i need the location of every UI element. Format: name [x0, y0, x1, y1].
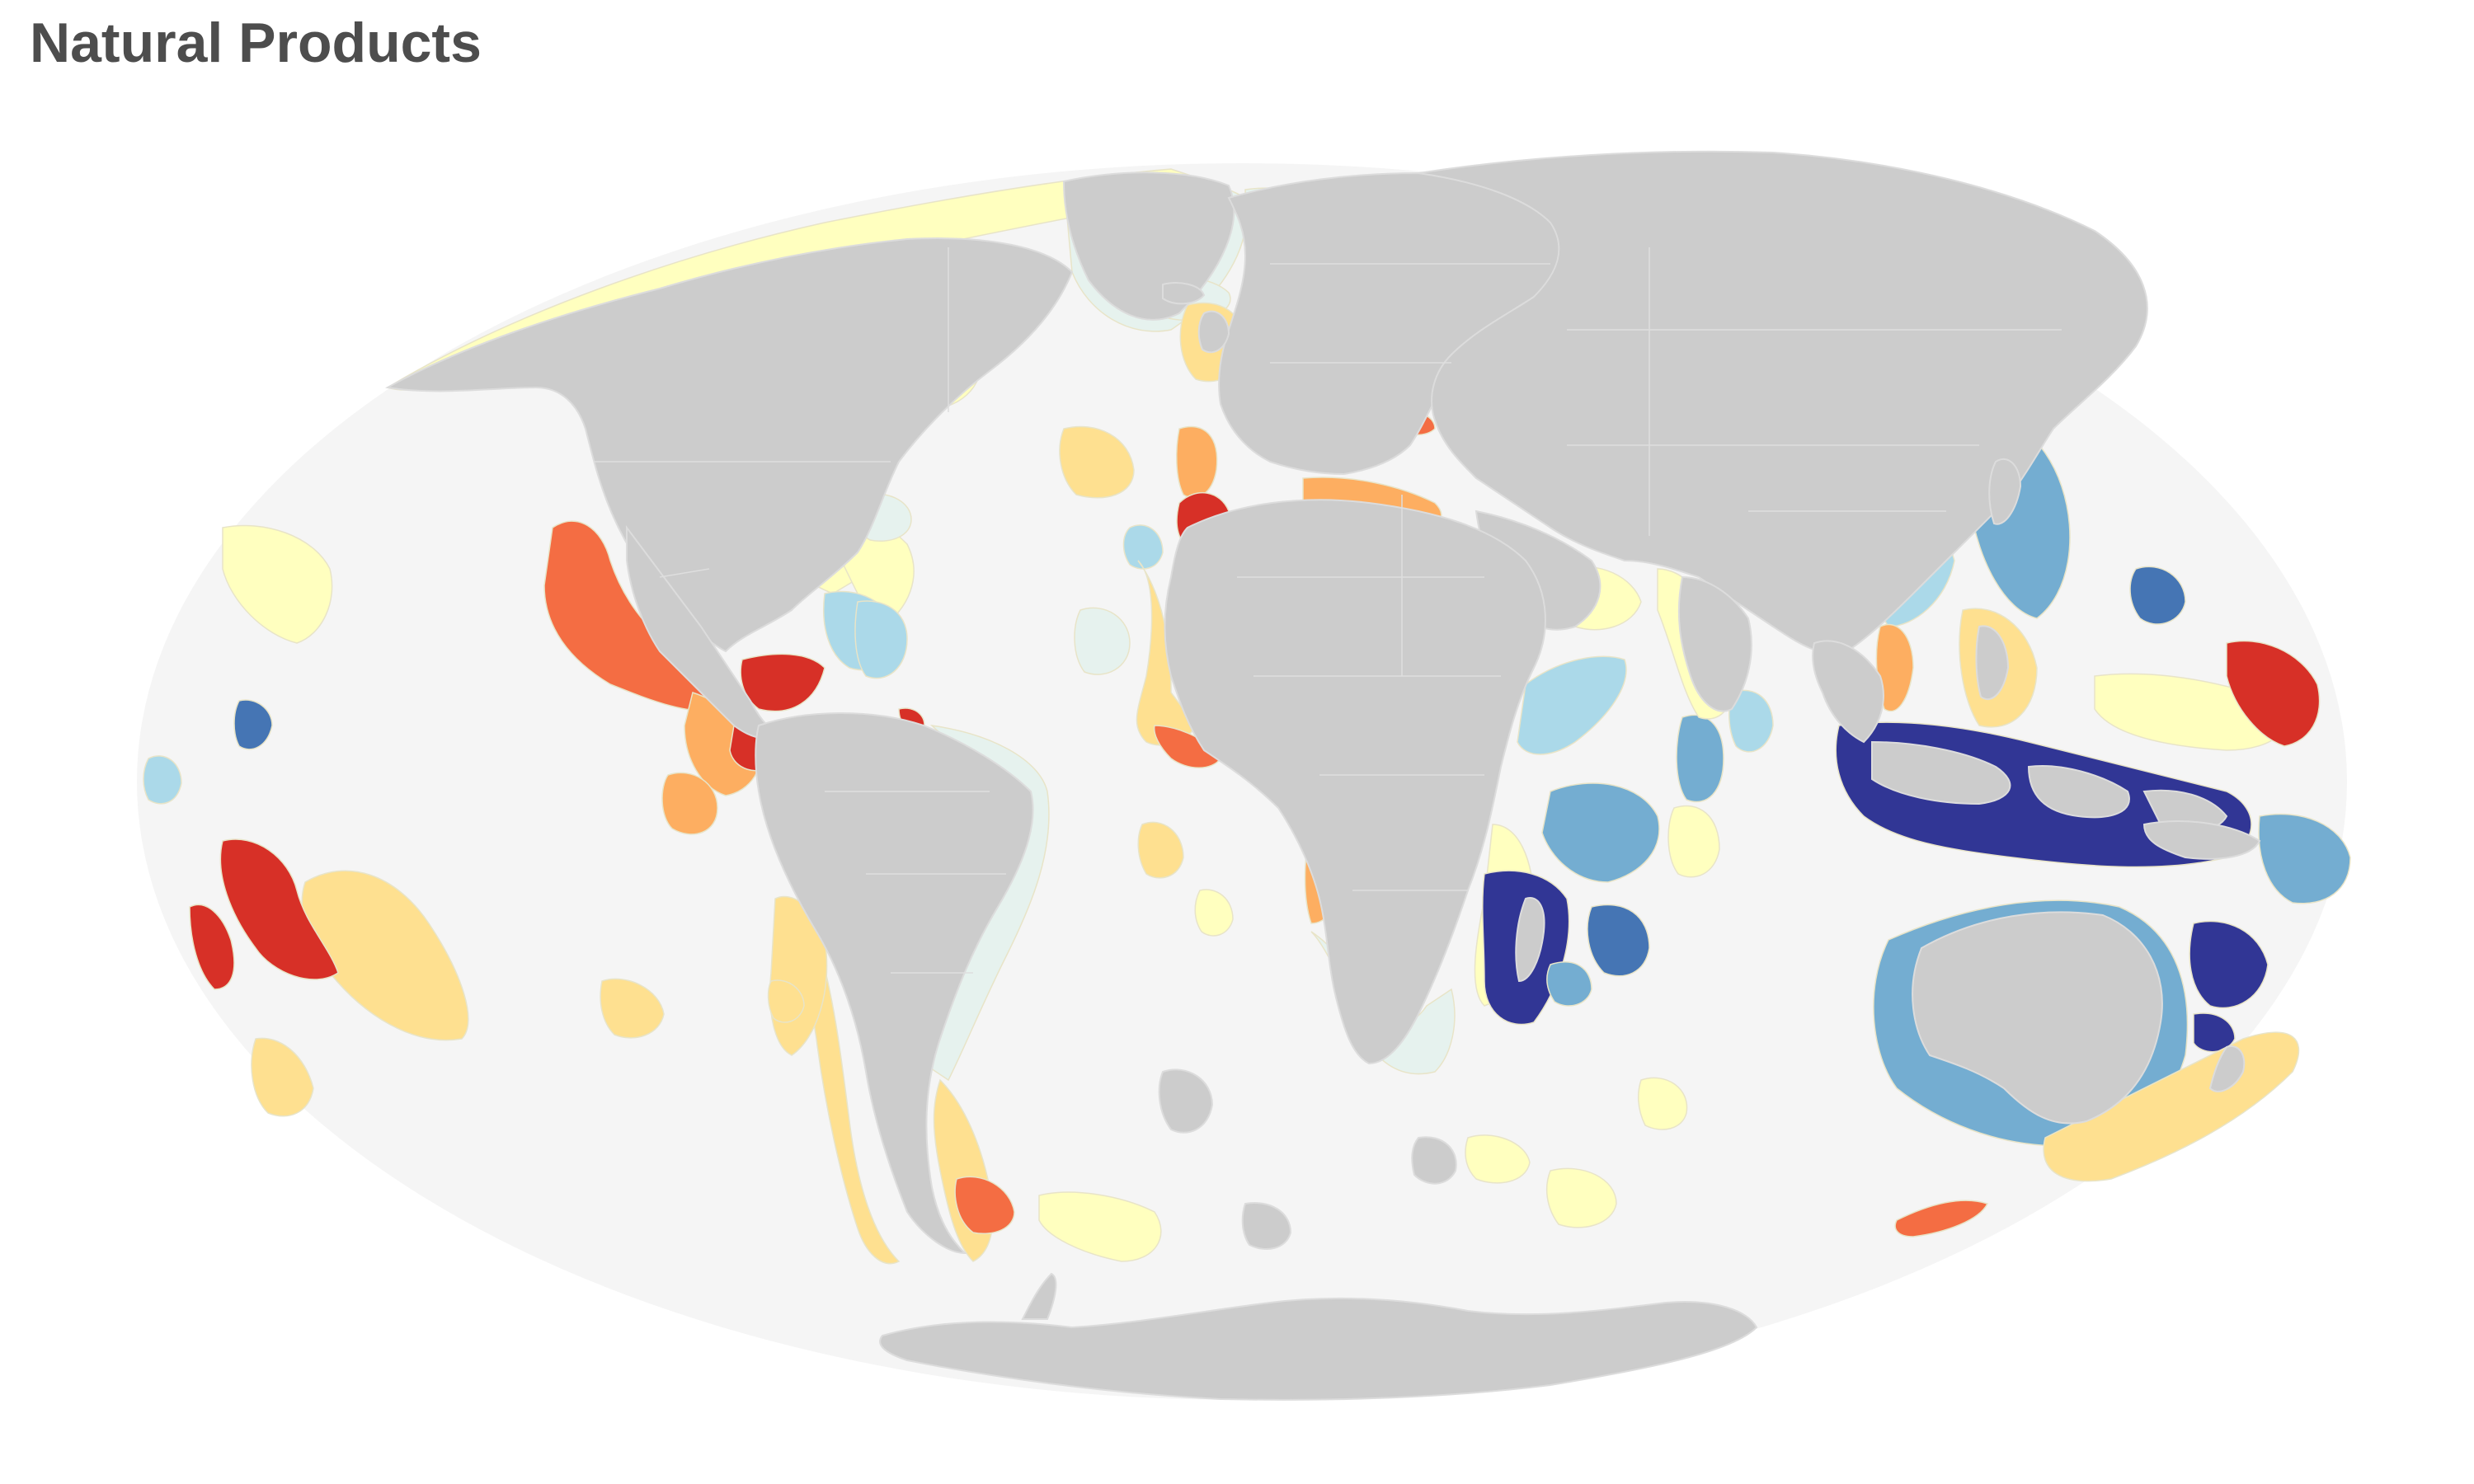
eez-easter	[767, 979, 805, 1023]
land-madagascar	[1515, 897, 1545, 983]
eez-ascension	[1194, 889, 1234, 937]
eez-somalia	[1517, 655, 1627, 755]
eez-lesser-antilles	[854, 600, 908, 679]
eez-pitcairn	[600, 978, 665, 1039]
eez-vanuatu	[2193, 1012, 2236, 1053]
land-uk	[1197, 310, 1230, 354]
land-south-sandwich	[1241, 1202, 1292, 1250]
land-north-america	[385, 237, 1074, 653]
eez-azores	[1059, 425, 1135, 499]
eez-chile	[809, 938, 901, 1265]
eez-mauritius	[1587, 904, 1650, 977]
eez-galapagos	[661, 772, 718, 835]
eez-hawaii	[233, 699, 273, 750]
eez-nz-red	[1894, 1200, 1989, 1237]
eez-gulf-guinea	[1153, 725, 1221, 768]
eez-hawaii-area	[2129, 566, 2186, 625]
eez-south-georgia	[1038, 1191, 1162, 1262]
land-southeast-asia	[1812, 640, 1884, 744]
land-australia	[1912, 911, 2163, 1125]
eez-seychelles	[1541, 782, 1660, 883]
land-kerguelen	[1158, 1068, 1214, 1134]
eez-kiribati	[222, 524, 333, 644]
eez-caribbean-red	[740, 653, 825, 712]
land-india	[1677, 575, 1752, 712]
eez-chagos	[1667, 805, 1720, 878]
land-iceland	[1162, 282, 1206, 305]
land-new-zealand	[2208, 1045, 2246, 1092]
page-title: Natural Products	[30, 12, 482, 74]
land-japan	[1988, 458, 2022, 525]
eez-cape-verde	[1074, 607, 1131, 675]
eez-crozet	[1545, 1167, 1617, 1228]
eez-maldives	[1676, 714, 1724, 803]
land-heard	[1411, 1136, 1457, 1185]
eez-sri-lanka	[1728, 689, 1774, 753]
eez-vietnam	[1875, 623, 1914, 712]
eez-kermadec	[251, 1037, 314, 1117]
land-africa	[1164, 499, 1546, 1065]
eez-cook-red	[219, 838, 339, 980]
eez-stHelena	[1137, 821, 1184, 879]
eez-canaries	[1122, 524, 1164, 570]
land-philippines	[1975, 625, 2010, 701]
land-layer	[385, 150, 2261, 1401]
eez-midway	[143, 755, 182, 805]
eez-tristan	[1465, 1134, 1531, 1184]
land-new-guinea	[2142, 820, 2261, 860]
eez-reunion	[1546, 961, 1592, 1007]
land-asia	[1418, 150, 2148, 655]
eez-solomon	[2189, 920, 2269, 1009]
eez-falklands	[954, 1176, 1015, 1234]
land-antarctica	[879, 1297, 1758, 1401]
land-south-america	[755, 712, 1034, 1255]
eez-png	[2258, 813, 2351, 904]
land-antarctic-peninsula	[1021, 1272, 1057, 1320]
eez-tonga-red	[189, 904, 235, 990]
eez-marshall-red	[2226, 640, 2321, 747]
eez-iberia	[1175, 425, 1218, 499]
border-layer	[594, 247, 2062, 974]
eez-kerguelen	[1637, 1077, 1688, 1130]
